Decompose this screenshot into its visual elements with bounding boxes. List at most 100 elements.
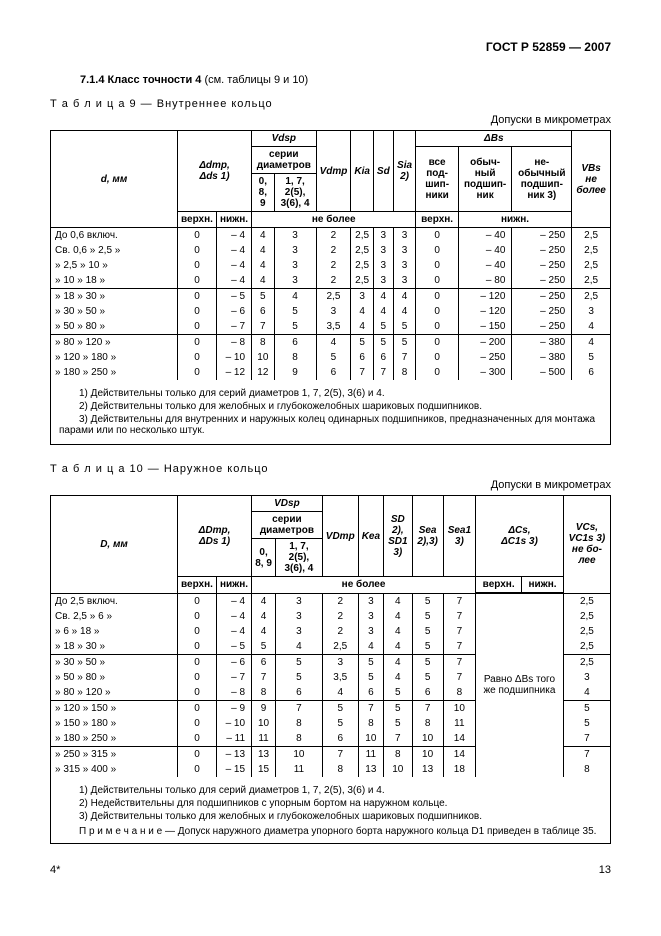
- cell: – 250: [458, 350, 512, 365]
- cell: 5: [412, 609, 443, 624]
- t10-note: П р и м е ч а н и е — Допуск наружного д…: [59, 826, 602, 837]
- cell: » 180 » 250 »: [51, 731, 178, 747]
- t9-h-lo1: нижн.: [216, 212, 251, 228]
- cell: 5: [322, 716, 358, 731]
- cell: – 4: [216, 243, 251, 258]
- t10-dcs-l2: ΔC1s 3): [501, 536, 538, 547]
- cell: 4: [252, 609, 276, 624]
- cell: 3: [358, 593, 383, 609]
- cell: 6: [572, 365, 611, 380]
- cell: 0: [178, 319, 217, 335]
- cell: 13: [252, 746, 276, 762]
- cell: 8: [322, 762, 358, 777]
- cell: 2,5: [572, 243, 611, 258]
- table-row: Св. 0,6 » 2,5 »0– 44322,5330– 40– 2502,5: [51, 243, 611, 258]
- cell: 4: [384, 670, 412, 685]
- cell: 3: [393, 243, 416, 258]
- cell: 3: [274, 273, 316, 289]
- cell: 7: [563, 746, 610, 762]
- cell: 7: [443, 593, 475, 609]
- table9-footnotes: 1) Действительны только для серий диамет…: [50, 380, 611, 445]
- cell: 2: [316, 258, 351, 273]
- t9-h-unusual: не-обычный подшип-ник 3): [512, 147, 572, 212]
- t10-h-sd: SD 2), SD1 3): [384, 496, 412, 577]
- cell: – 200: [458, 335, 512, 351]
- table-row: » 18 » 30 »0– 5542,53440– 120– 2502,5: [51, 289, 611, 305]
- t10-h-series: серии диаметров: [252, 512, 323, 539]
- cell: 4: [384, 624, 412, 639]
- cell: 3: [351, 289, 374, 305]
- cell: – 250: [512, 273, 572, 289]
- cell: 4: [252, 273, 275, 289]
- cell: – 13: [216, 746, 251, 762]
- cell: – 15: [216, 762, 251, 777]
- cell: 4: [252, 624, 276, 639]
- table9-subcaption: Допуски в микрометрах: [50, 114, 611, 126]
- cell: 0: [416, 365, 458, 380]
- cell: 13: [412, 762, 443, 777]
- cell: 5: [563, 700, 610, 716]
- cell: » 80 » 120 »: [51, 685, 178, 701]
- cell: 2: [316, 243, 351, 258]
- cell: 3: [274, 243, 316, 258]
- cell: 15: [252, 762, 276, 777]
- cell: – 120: [458, 304, 512, 319]
- cell: » 250 » 315 »: [51, 746, 178, 762]
- cell: 2: [322, 609, 358, 624]
- cell: До 2,5 включ.: [51, 593, 178, 609]
- cell: 2,5: [351, 228, 374, 244]
- t9-h-lo2: нижн.: [458, 212, 571, 228]
- cell: 5: [316, 350, 351, 365]
- cell: 6: [412, 685, 443, 701]
- t9-h-series: серии диаметров: [252, 147, 317, 174]
- cell: 5: [351, 335, 374, 351]
- cell: 10: [252, 716, 276, 731]
- t9-h-dmp: Δdmp, Δds 1): [178, 131, 252, 212]
- cell: 0: [178, 639, 217, 655]
- t10-dmp-l1: ΔDmp,: [199, 525, 231, 536]
- cell: 5: [358, 654, 383, 670]
- cell: – 250: [512, 243, 572, 258]
- t10-fn2: 2) Недействительны для подшипников с упо…: [59, 798, 602, 809]
- cell: 6: [252, 654, 276, 670]
- cell: 8: [563, 762, 610, 777]
- cell: 3: [393, 228, 416, 244]
- table-row: До 2,5 включ.0– 44323457Равно ΔBs того ж…: [51, 593, 611, 609]
- cell: 3,5: [322, 670, 358, 685]
- cell: » 18 » 30 »: [51, 289, 178, 305]
- table9-caption: Т а б л и ц а 9 — Внутреннее кольцо: [50, 98, 611, 110]
- cell: – 250: [512, 319, 572, 335]
- t10-h-lo1: нижн.: [216, 577, 251, 594]
- cell: 3: [276, 609, 323, 624]
- cell: 5: [384, 716, 412, 731]
- cell: 11: [276, 762, 323, 777]
- cell: 4: [276, 639, 323, 655]
- t9-h-normal: обыч-ный подшип-ник: [458, 147, 512, 212]
- cell: 0: [416, 273, 458, 289]
- cell: 7: [373, 365, 393, 380]
- cell: 4: [274, 289, 316, 305]
- cell: 5: [393, 335, 416, 351]
- t9-h-vdmp: Vdmp: [316, 131, 351, 212]
- t9-h-kia: Kia: [351, 131, 374, 212]
- cell: 4: [351, 319, 374, 335]
- cell: 4: [572, 319, 611, 335]
- cell: 8: [252, 335, 275, 351]
- cell: 2,5: [351, 273, 374, 289]
- cell: 0: [178, 746, 217, 762]
- cell: 5: [412, 654, 443, 670]
- cell: 6: [276, 685, 323, 701]
- t10-h-vdmp: VDmp: [322, 496, 358, 577]
- cell: 3: [373, 243, 393, 258]
- cell: » 120 » 150 »: [51, 700, 178, 716]
- cell: 6: [322, 731, 358, 747]
- cell: 0: [178, 624, 217, 639]
- t9-fn3: 3) Действительны для внутренних и наружн…: [59, 414, 602, 436]
- cell: – 80: [458, 273, 512, 289]
- section-number: 7.1.4: [80, 74, 104, 86]
- cell: » 30 » 50 »: [51, 654, 178, 670]
- cell: – 380: [512, 335, 572, 351]
- cell: – 40: [458, 258, 512, 273]
- table-row: » 180 » 250 »0– 1212967780– 300– 5006: [51, 365, 611, 380]
- cell: 11: [443, 716, 475, 731]
